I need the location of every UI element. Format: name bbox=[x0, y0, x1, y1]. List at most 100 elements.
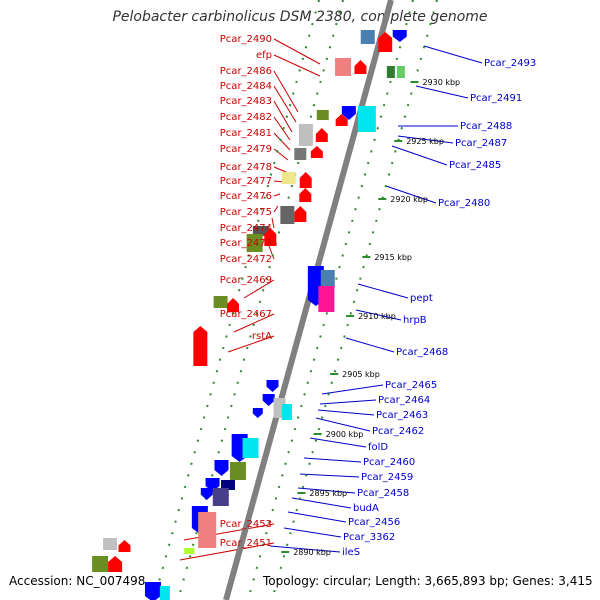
kbp-label: 2905 kbp bbox=[342, 370, 380, 379]
reverse-gene-arrow[interactable] bbox=[266, 380, 279, 392]
gene-feature[interactable] bbox=[212, 488, 229, 506]
gene-label-right[interactable]: Pcar_2463 bbox=[376, 410, 428, 421]
gene-feature[interactable] bbox=[184, 548, 195, 554]
accession-text: Accession: NC_007498 bbox=[9, 574, 146, 588]
gene-feature[interactable] bbox=[360, 30, 375, 44]
gene-feature[interactable] bbox=[229, 462, 246, 480]
gene-feature[interactable] bbox=[221, 480, 235, 490]
gene-label-left[interactable]: Pcar_2481 bbox=[220, 128, 272, 139]
gene-label-left[interactable]: Pcar_2477 bbox=[220, 176, 272, 187]
forward-gene-arrow[interactable] bbox=[193, 326, 208, 366]
gene-label-right[interactable]: Pcar_2493 bbox=[484, 58, 536, 69]
gene-label-left[interactable]: rstA bbox=[252, 331, 272, 342]
gene-label-left[interactable]: Pcar_2467 bbox=[220, 309, 272, 320]
gene-feature[interactable] bbox=[281, 404, 292, 420]
forward-gene-arrow[interactable] bbox=[108, 556, 123, 572]
gene-label-left[interactable]: efp bbox=[256, 50, 272, 61]
gene-feature[interactable] bbox=[320, 270, 335, 288]
gene-label-right[interactable]: Pcar_2485 bbox=[449, 160, 501, 171]
forward-gene-arrow[interactable] bbox=[310, 146, 323, 158]
forward-gene-arrow[interactable] bbox=[299, 188, 312, 202]
leader-line bbox=[271, 217, 275, 229]
forward-gene-arrow[interactable] bbox=[315, 128, 328, 142]
reverse-gene-arrow[interactable] bbox=[144, 582, 161, 600]
gene-label-left[interactable]: Pcar_2476 bbox=[220, 191, 272, 202]
gene-feature[interactable] bbox=[252, 226, 269, 236]
gene-feature[interactable] bbox=[357, 106, 376, 132]
gene-label-left[interactable]: Pcar_2474 bbox=[220, 223, 272, 234]
gene-feature[interactable] bbox=[298, 124, 313, 146]
gene-feature[interactable] bbox=[92, 556, 109, 572]
leader-line bbox=[273, 193, 281, 197]
reverse-gene-arrow[interactable] bbox=[200, 488, 213, 500]
gene-label-right[interactable]: Pcar_3362 bbox=[343, 532, 395, 543]
leader-line bbox=[273, 100, 293, 133]
gene-label-right[interactable]: Pcar_2488 bbox=[460, 121, 512, 132]
forward-gene-arrow[interactable] bbox=[227, 298, 240, 312]
gene-feature[interactable] bbox=[281, 172, 296, 184]
gene-feature[interactable] bbox=[316, 110, 329, 120]
gene-label-left[interactable]: Pcar_2479 bbox=[220, 144, 272, 155]
gene-label-left[interactable]: Pcar_2482 bbox=[220, 112, 272, 123]
gene-feature[interactable] bbox=[386, 66, 395, 78]
reverse-gene-arrow[interactable] bbox=[252, 408, 263, 418]
gene-feature[interactable] bbox=[335, 58, 352, 76]
gene-label-right[interactable]: Pcar_2487 bbox=[455, 138, 507, 149]
gene-label-right[interactable]: Pcar_2458 bbox=[357, 488, 409, 499]
gene-feature[interactable] bbox=[198, 512, 217, 548]
gene-label-right[interactable]: hrpB bbox=[403, 315, 427, 326]
leader-line bbox=[273, 166, 287, 173]
gene-feature[interactable] bbox=[294, 148, 307, 160]
gene-feature[interactable] bbox=[242, 438, 259, 458]
gene-label-right[interactable]: folD bbox=[368, 442, 388, 453]
topology-text: Topology: circular; Length: 3,665,893 bp… bbox=[263, 574, 593, 588]
gene-label-right[interactable]: ileS bbox=[342, 547, 360, 558]
forward-gene-arrow[interactable] bbox=[294, 206, 307, 222]
reverse-gene-arrow[interactable] bbox=[262, 394, 275, 406]
forward-gene-arrow[interactable] bbox=[354, 60, 367, 74]
gene-label-right[interactable]: Pcar_2465 bbox=[385, 380, 437, 391]
gene-label-left[interactable]: Pcar_2475 bbox=[220, 207, 272, 218]
leader-line bbox=[345, 337, 395, 353]
gene-label-left[interactable]: Pcar_2490 bbox=[220, 34, 272, 45]
gene-label-left[interactable]: Pcar_2484 bbox=[220, 81, 272, 92]
leader-line bbox=[415, 85, 469, 99]
gene-label-right[interactable]: Pcar_2456 bbox=[348, 517, 400, 528]
gene-label-right[interactable]: Pcar_2459 bbox=[361, 472, 413, 483]
forward-gene-arrow[interactable] bbox=[378, 32, 393, 52]
gene-feature[interactable] bbox=[213, 296, 228, 308]
gene-label-right[interactable]: pept bbox=[410, 293, 433, 304]
forward-gene-arrow[interactable] bbox=[299, 172, 312, 188]
gene-label-left[interactable]: Pcar_2451 bbox=[220, 538, 272, 549]
gene-label-left[interactable]: Pcar_2483 bbox=[220, 96, 272, 107]
forward-gene-arrow[interactable] bbox=[264, 228, 277, 246]
gene-label-left[interactable]: Pcar_2486 bbox=[220, 66, 272, 77]
forward-gene-arrow[interactable] bbox=[335, 114, 348, 126]
gene-label-left[interactable]: Pcar_2478 bbox=[220, 162, 272, 173]
gene-label-right[interactable]: Pcar_2480 bbox=[438, 198, 490, 209]
leader-line bbox=[391, 145, 448, 166]
reverse-gene-arrow[interactable] bbox=[392, 30, 407, 42]
gene-label-right[interactable]: Pcar_2464 bbox=[378, 395, 430, 406]
kbp-label: 2920 kbp bbox=[390, 195, 428, 204]
gene-feature[interactable] bbox=[280, 206, 295, 224]
reverse-gene-arrow[interactable] bbox=[214, 460, 229, 476]
gene-feature[interactable] bbox=[103, 538, 118, 550]
reverse-gene-arrow[interactable] bbox=[341, 106, 356, 120]
leader-line bbox=[243, 279, 275, 299]
leader-line bbox=[273, 54, 321, 77]
gene-feature[interactable] bbox=[318, 286, 335, 312]
forward-gene-arrow[interactable] bbox=[118, 540, 131, 552]
gene-label-left[interactable]: Pcar_2469 bbox=[220, 275, 272, 286]
gene-label-right[interactable]: Pcar_2468 bbox=[396, 347, 448, 358]
gene-label-right[interactable]: Pcar_2460 bbox=[363, 457, 415, 468]
gene-label-right[interactable]: Pcar_2462 bbox=[372, 426, 424, 437]
gene-label-left[interactable]: Pcar_2472 bbox=[220, 254, 272, 265]
gene-label-right[interactable]: budA bbox=[353, 503, 379, 514]
gene-feature[interactable] bbox=[396, 66, 405, 78]
gene-feature[interactable] bbox=[159, 586, 170, 600]
gene-label-left[interactable]: Pcar_2473 bbox=[220, 238, 272, 249]
gene-feature[interactable] bbox=[246, 234, 263, 252]
gene-label-left[interactable]: Pcar_2453 bbox=[220, 519, 272, 530]
gene-label-right[interactable]: Pcar_2491 bbox=[470, 93, 522, 104]
